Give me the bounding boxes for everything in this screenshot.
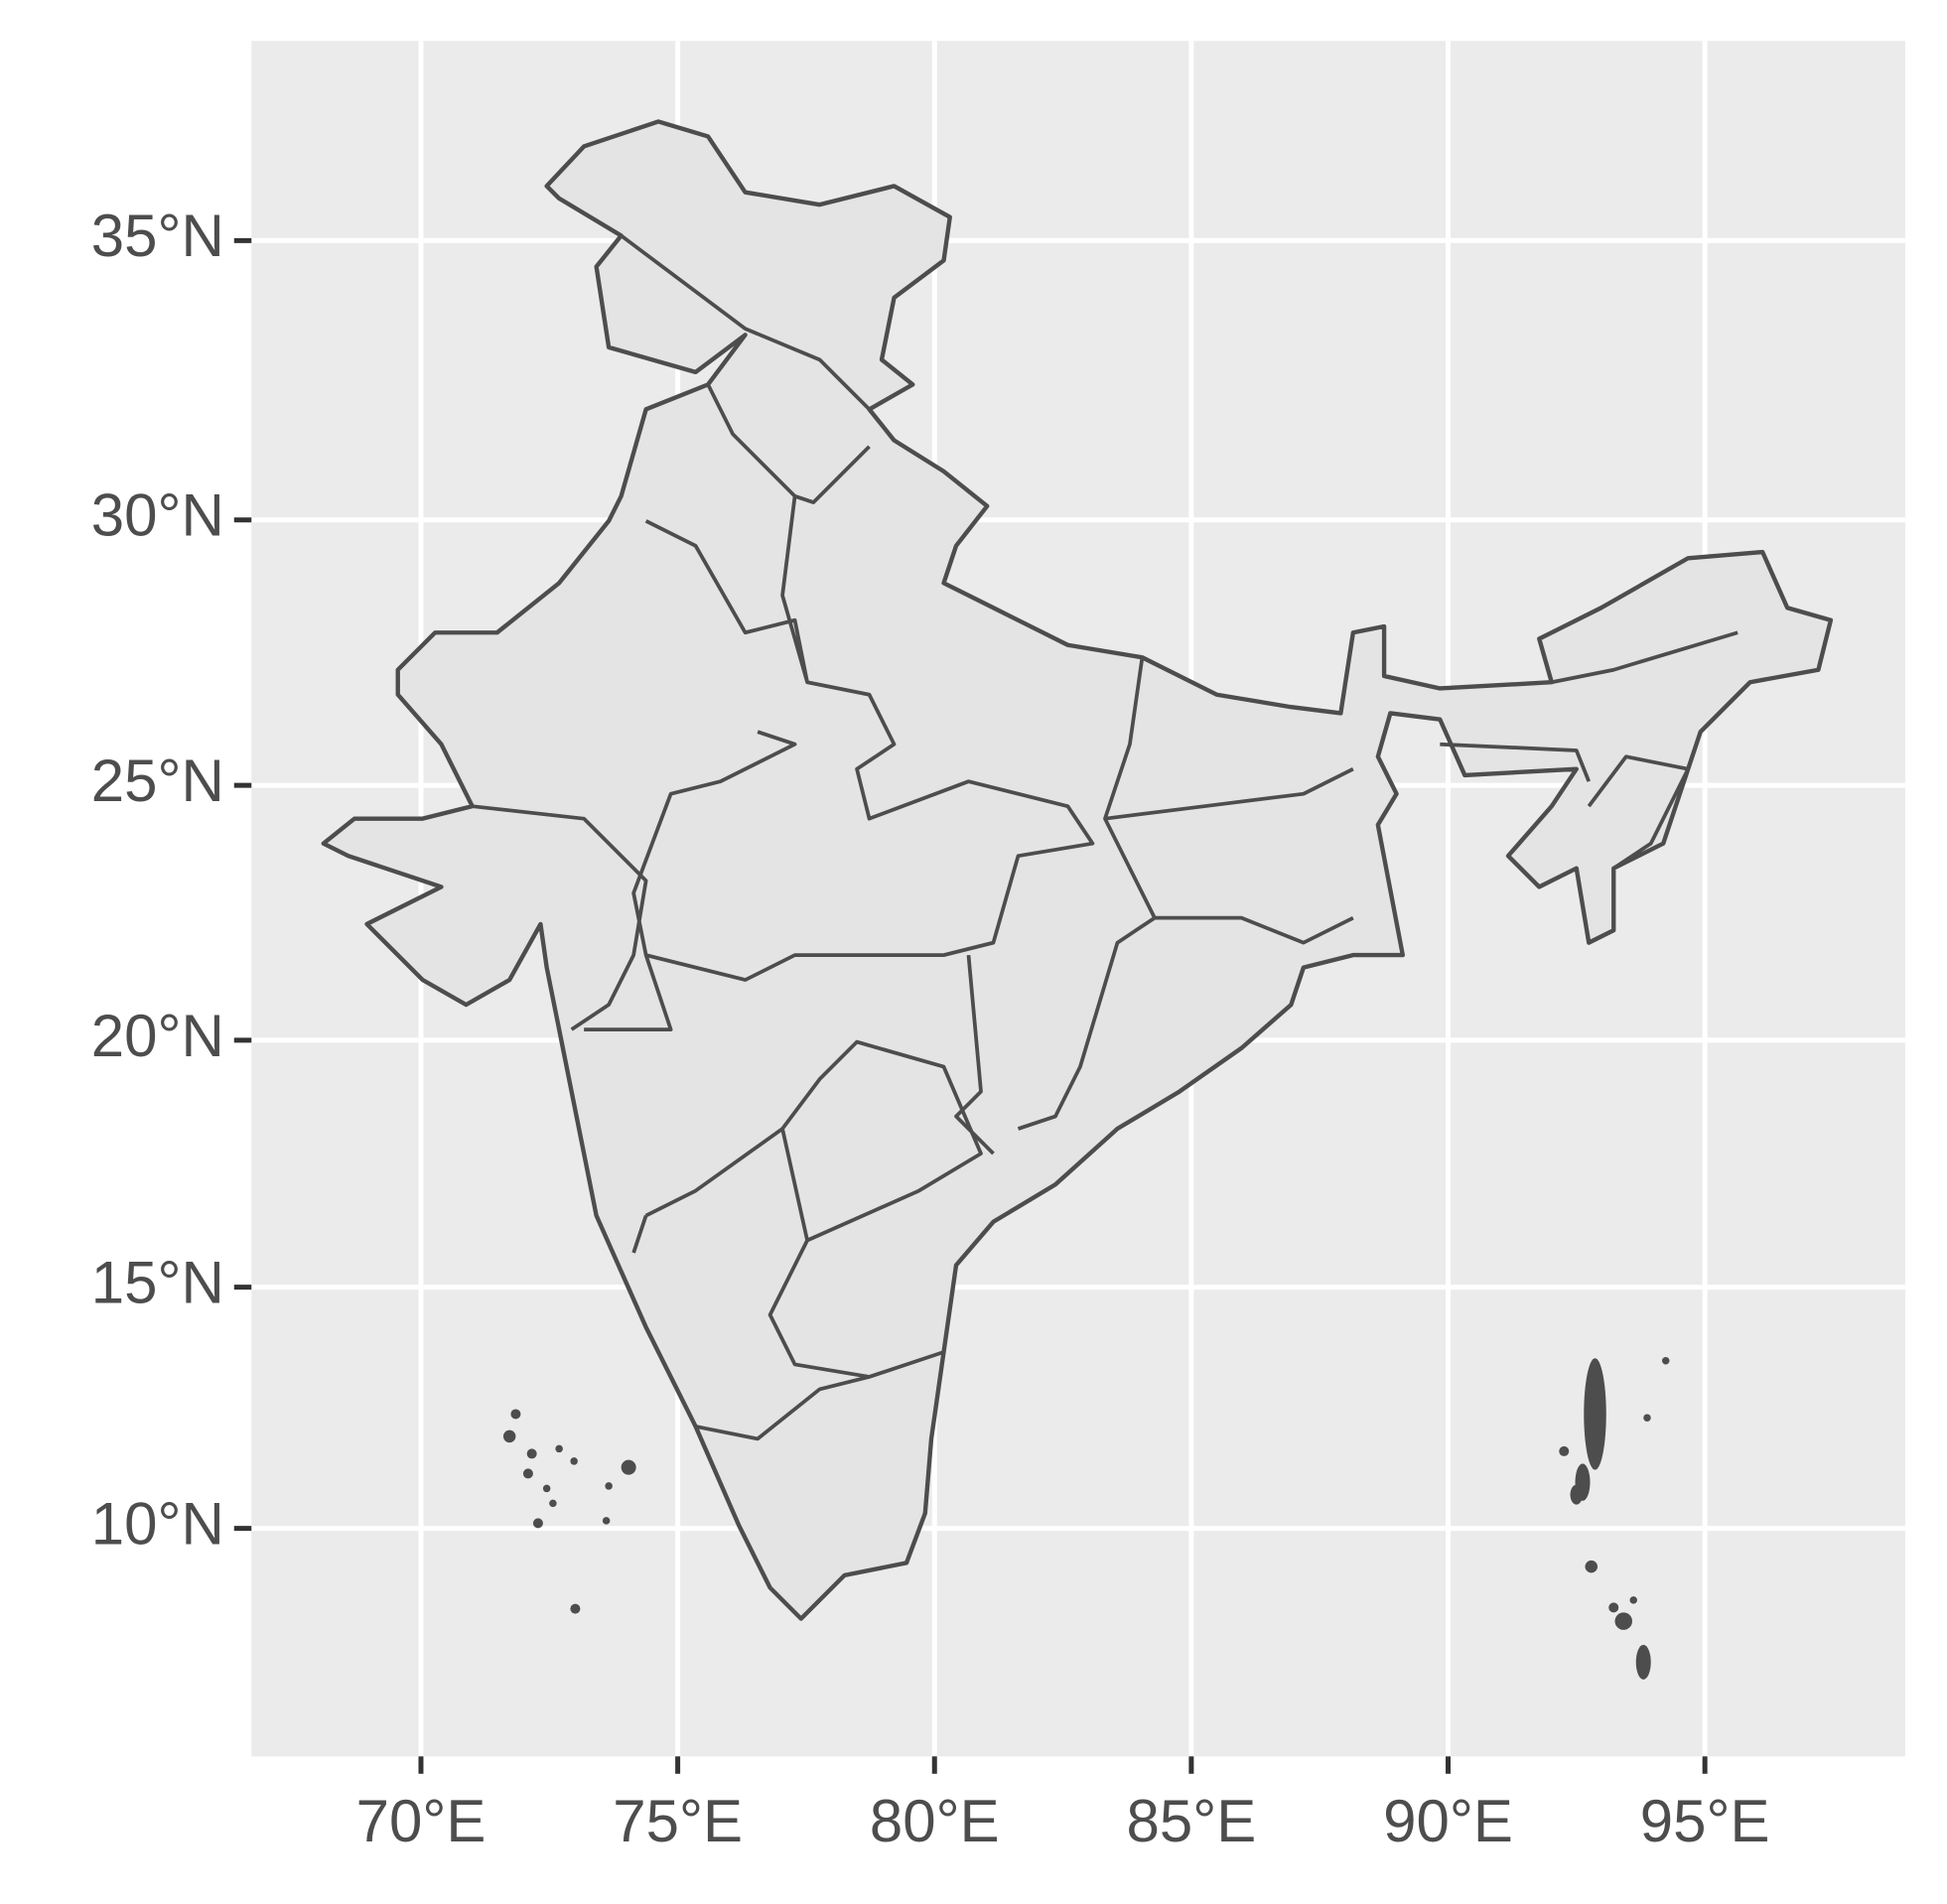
y-tick-label: 25°N: [91, 748, 224, 814]
y-tick-label: 35°N: [91, 203, 224, 269]
x-tick-label: 80°E: [870, 1788, 1000, 1854]
y-tick-label: 10°N: [91, 1490, 224, 1557]
axes: 70°E 75°E 80°E 85°E 90°E 95°E 10°N 15°N 20°N 25°N…: [91, 203, 1770, 1854]
x-tick-label: 95°E: [1640, 1788, 1770, 1854]
islands: [502, 1356, 1670, 1680]
x-tick-label: 85°E: [1127, 1788, 1257, 1854]
x-tick-label: 75°E: [613, 1788, 743, 1854]
state-borders: [472, 233, 1738, 1441]
y-tick-label: 30°N: [91, 482, 224, 549]
y-tick-label: 20°N: [91, 1003, 224, 1069]
x-tick-label: 70°E: [356, 1788, 487, 1854]
india-mainland: [321, 119, 1834, 1621]
map: [321, 119, 1834, 1680]
x-tick-label: 90°E: [1383, 1788, 1513, 1854]
y-tick-label: 15°N: [91, 1249, 224, 1315]
